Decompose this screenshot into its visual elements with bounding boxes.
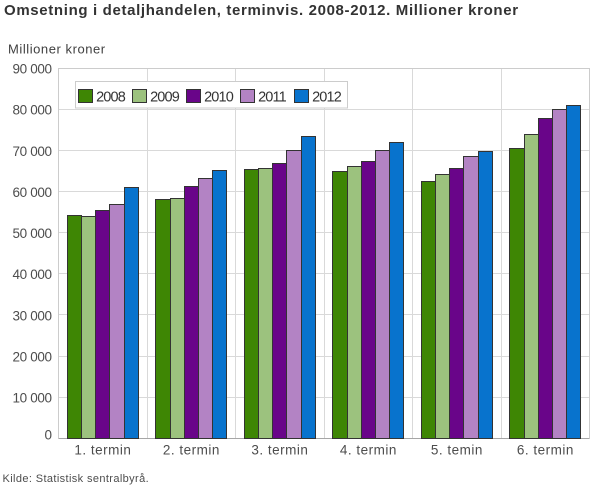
svg-text:50 000: 50 000 — [12, 226, 51, 241]
svg-text:6. termin: 6. termin — [517, 443, 574, 458]
svg-text:Millioner kroner: Millioner kroner — [8, 42, 106, 57]
svg-text:30 000: 30 000 — [12, 308, 51, 323]
svg-text:60 000: 60 000 — [12, 185, 51, 200]
svg-text:2008: 2008 — [96, 90, 126, 106]
svg-text:80 000: 80 000 — [12, 103, 51, 118]
svg-text:0: 0 — [45, 428, 52, 443]
svg-text:2012: 2012 — [312, 90, 342, 106]
svg-text:Kilde: Statistisk sentralbyrå.: Kilde: Statistisk sentralbyrå. — [3, 473, 150, 485]
svg-text:70 000: 70 000 — [12, 144, 51, 159]
svg-text:4. termin: 4. termin — [340, 443, 397, 458]
svg-text:2011: 2011 — [258, 90, 287, 106]
svg-text:3. termin: 3. termin — [251, 443, 308, 458]
svg-text:2010: 2010 — [204, 90, 234, 106]
svg-text:2. termin: 2. termin — [163, 443, 220, 458]
svg-text:20 000: 20 000 — [12, 349, 51, 364]
svg-text:40 000: 40 000 — [12, 267, 51, 282]
svg-text:Omsetning i detaljhandelen, te: Omsetning i detaljhandelen, terminvis. 2… — [4, 2, 519, 19]
svg-text:10 000: 10 000 — [12, 391, 51, 406]
svg-text:2009: 2009 — [150, 90, 180, 106]
svg-text:5. temin: 5. temin — [431, 443, 483, 458]
svg-text:1. termin: 1. termin — [74, 443, 131, 458]
svg-text:90 000: 90 000 — [12, 62, 51, 77]
